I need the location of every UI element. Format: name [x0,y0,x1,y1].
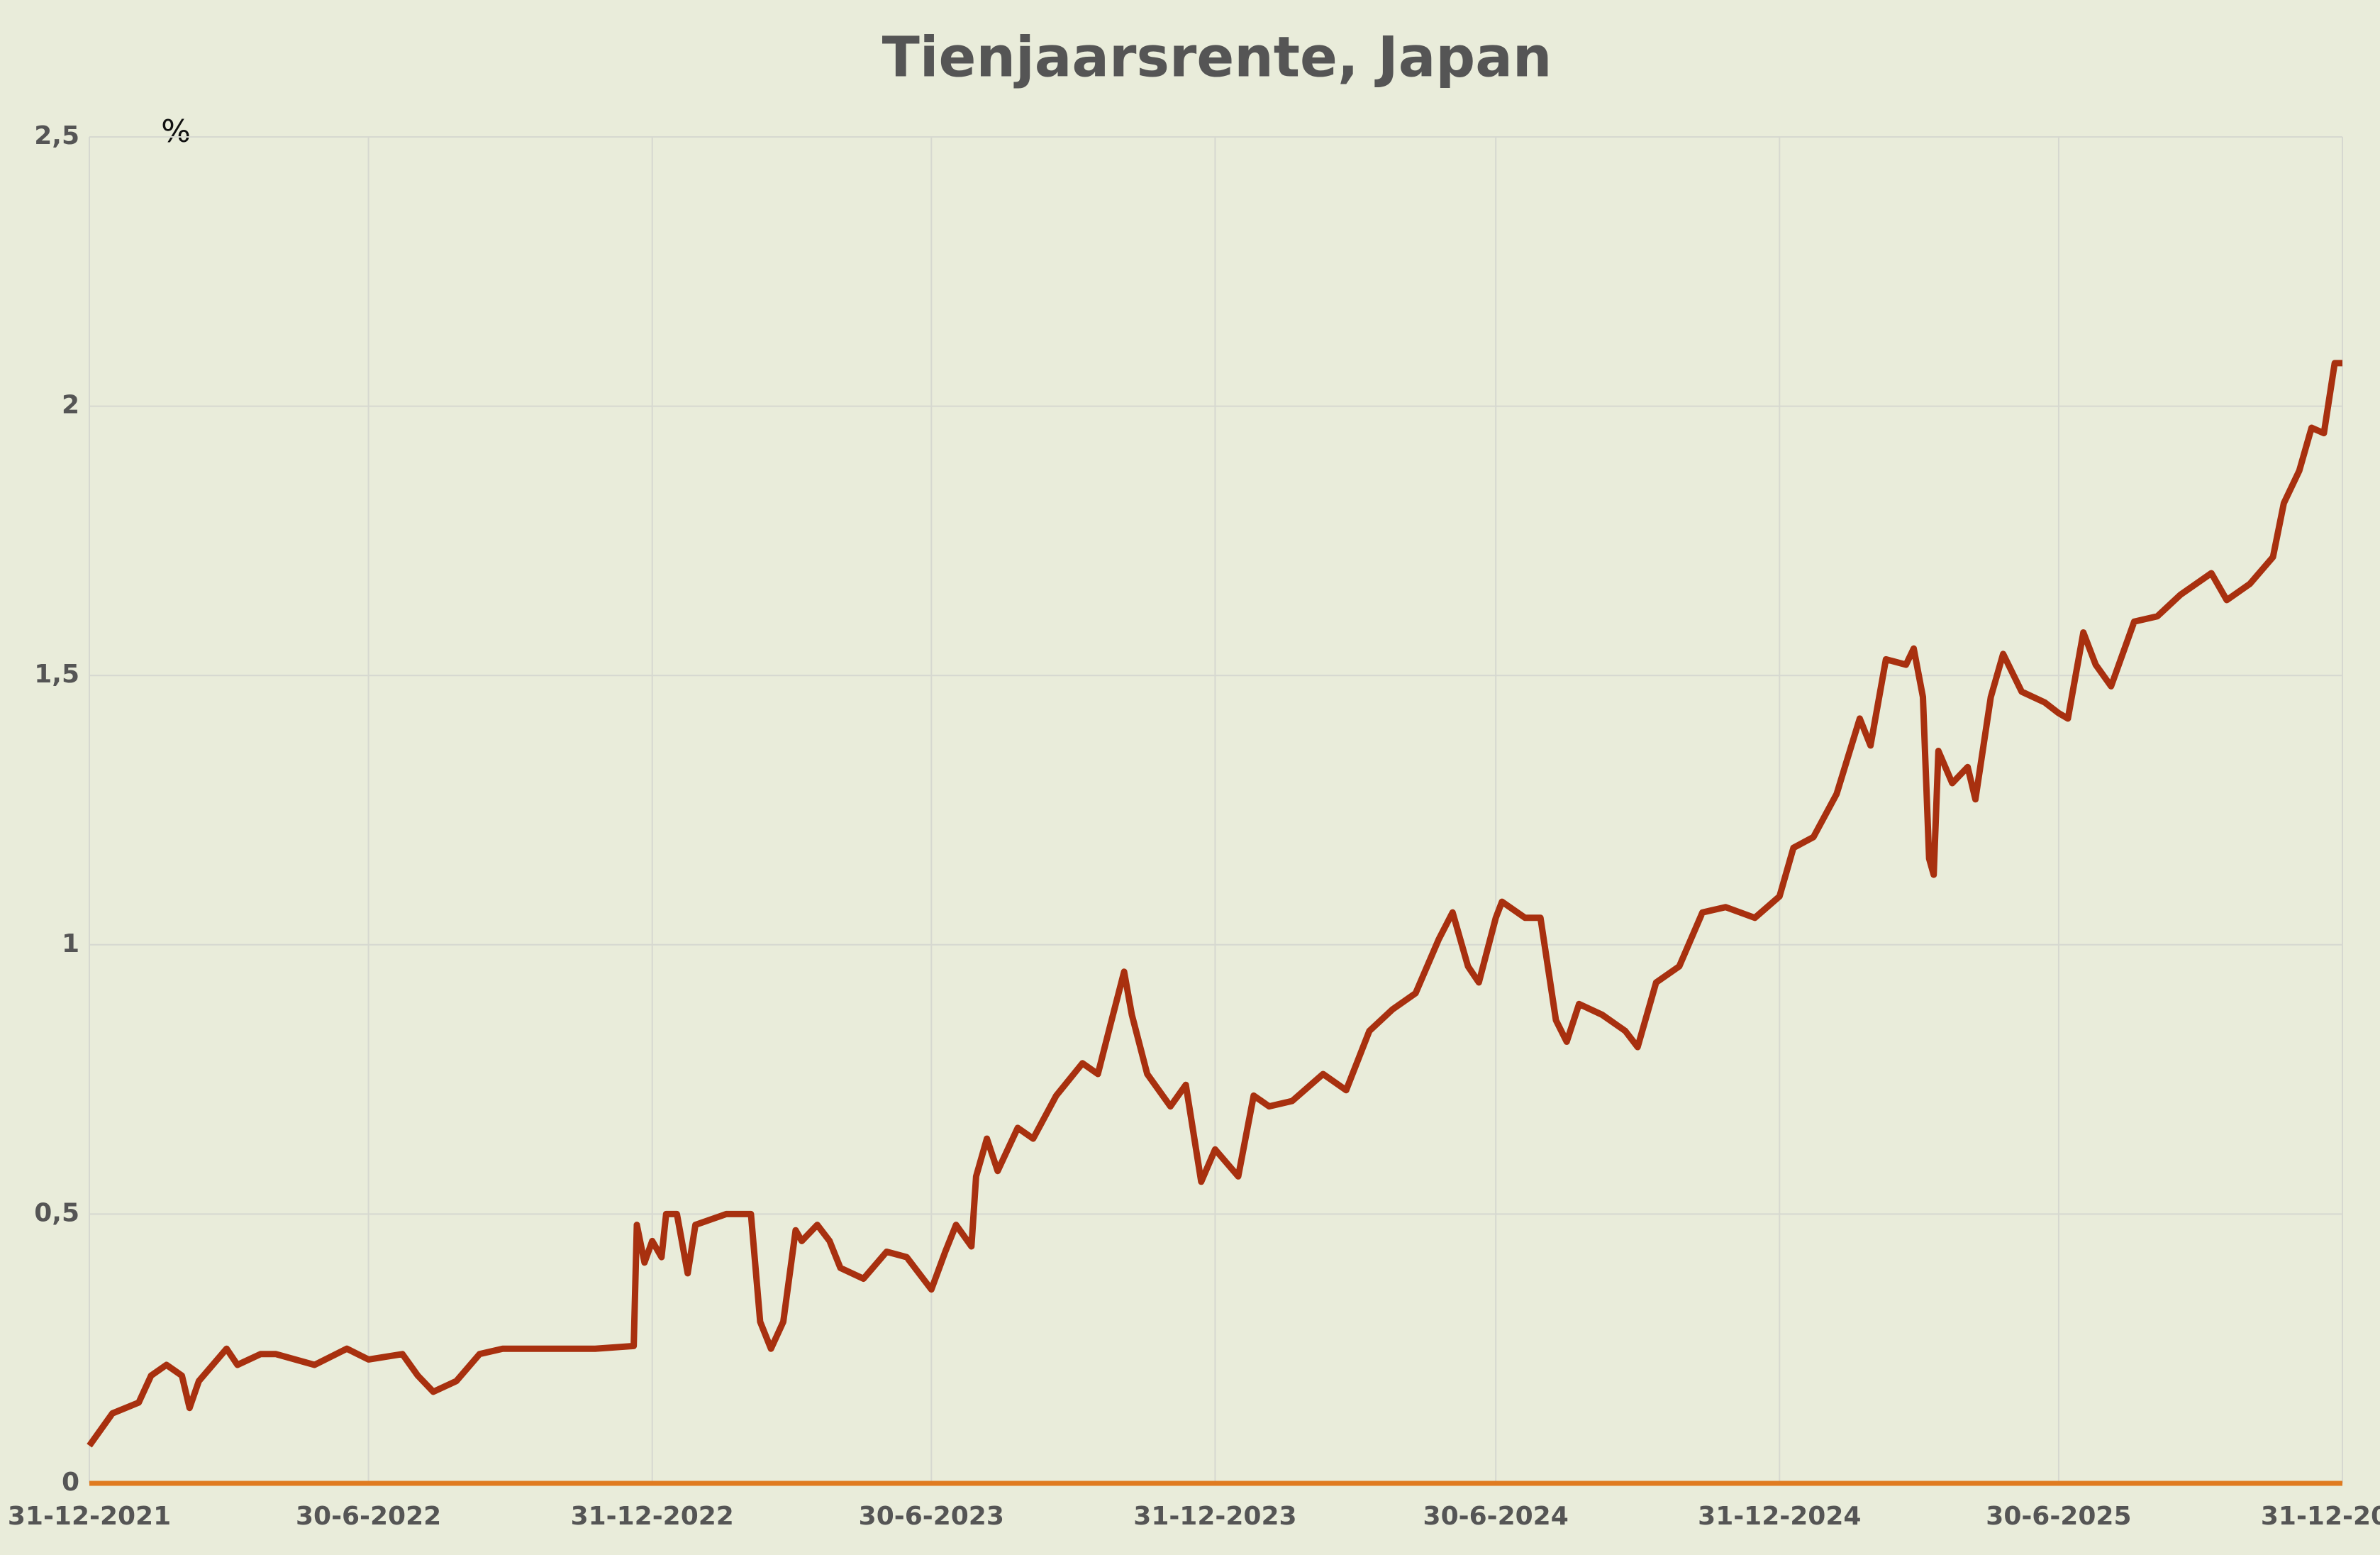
x-tick-label: 30-6-2023 [859,1502,1004,1531]
y-tick-label: 0,5 [34,1198,79,1227]
x-tick-label: 30-6-2024 [1423,1502,1569,1531]
x-tick-label: 31-12-2025 [2261,1502,2380,1531]
chart-title: Tienjaarsrente, Japan [882,26,1552,89]
y-axis-label: % [161,114,191,150]
x-tick-label: 31-12-2022 [571,1502,734,1531]
y-tick-label: 1 [62,929,79,958]
x-tick-label: 31-12-2021 [8,1502,171,1531]
y-tick-label: 2 [62,391,79,420]
y-tick-label: 2,5 [34,121,79,150]
x-tick-label: 31-12-2023 [1133,1502,1296,1531]
x-tick-label: 30-6-2022 [296,1502,441,1531]
y-tick-label: 0 [62,1468,79,1497]
x-tick-label: 30-6-2025 [1986,1502,2131,1531]
data-line [87,360,2342,1448]
x-tick-label: 31-12-2024 [1698,1502,1861,1531]
y-tick-label: 1,5 [34,660,79,689]
